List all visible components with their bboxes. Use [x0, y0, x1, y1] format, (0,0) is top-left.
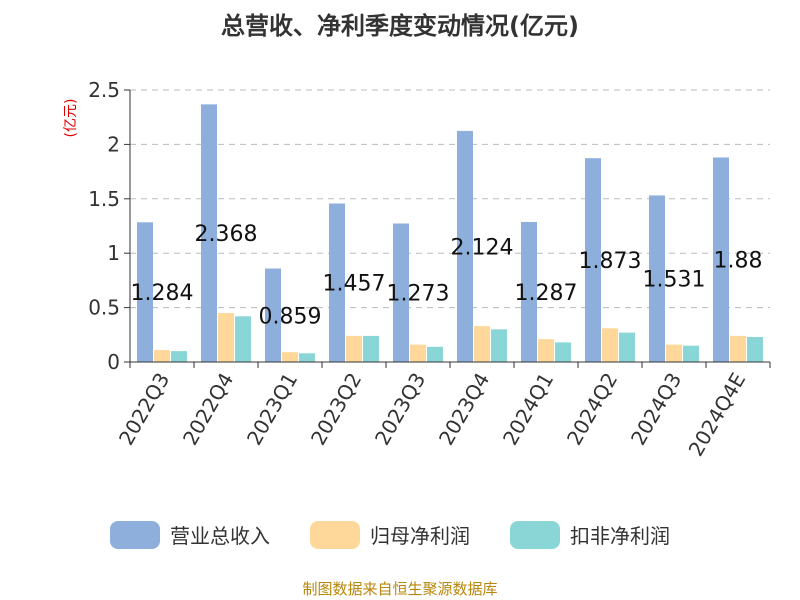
bar-series0-2024Q3: [649, 195, 665, 362]
legend-label-0: 营业总收入: [170, 524, 270, 548]
bar-series1-2023Q1: [282, 352, 298, 362]
bar-series1-2023Q4: [474, 326, 490, 362]
bars: [137, 104, 763, 362]
data-label-2024Q3: 1.531: [643, 268, 706, 293]
bar-series0-2023Q2: [329, 203, 345, 362]
legend-swatch-0: [110, 521, 160, 549]
y-tick-label-3: 1.5: [88, 187, 120, 211]
bar-series2-2023Q3: [427, 346, 443, 362]
legend-item-1: 归母净利润: [310, 521, 470, 549]
bar-series1-2024Q3: [666, 344, 682, 362]
bar-series0-2023Q3: [393, 223, 409, 362]
bar-series2-2023Q1: [299, 353, 315, 362]
bar-series0-2022Q4: [201, 104, 217, 362]
bar-series1-2023Q3: [410, 344, 426, 362]
bar-series2-2022Q4: [235, 316, 251, 362]
x-tick-label-2022Q4: 2022Q4: [178, 369, 238, 450]
x-tick-label-2022Q3: 2022Q3: [114, 369, 174, 450]
bar-series0-2023Q4: [457, 130, 473, 362]
legend: 营业总收入 归母净利润 扣非净利润: [110, 521, 670, 549]
x-tick-label-2023Q4: 2023Q4: [434, 369, 494, 450]
bar-series0-2022Q3: [137, 222, 153, 362]
y-tick-label-0: 0: [107, 350, 120, 374]
legend-item-2: 扣非净利润: [510, 521, 670, 549]
x-tick-label-2023Q3: 2023Q3: [370, 369, 430, 450]
bar-series2-2024Q3: [683, 345, 699, 362]
y-tick-label-2: 1: [107, 241, 120, 265]
data-label-2024Q4E: 1.88: [714, 249, 763, 274]
data-label-2023Q3: 1.273: [387, 282, 450, 307]
bar-series2-2024Q2: [619, 332, 635, 362]
data-label-2022Q3: 1.284: [131, 281, 194, 306]
bar-series1-2022Q3: [154, 350, 170, 362]
x-tick-label-2023Q2: 2023Q2: [306, 369, 366, 450]
bar-series1-2024Q2: [602, 328, 618, 362]
legend-swatch-1: [310, 521, 360, 549]
y-axis-unit-label: (亿元): [63, 99, 79, 138]
y-tick-label-5: 2.5: [88, 78, 120, 102]
bar-series2-2023Q2: [363, 335, 379, 362]
x-tick-label-2024Q4E: 2024Q4E: [684, 369, 751, 461]
legend-item-0: 营业总收入: [110, 521, 270, 549]
x-tick-label-2024Q3: 2024Q3: [626, 369, 686, 450]
bar-series0-2024Q2: [585, 158, 601, 362]
data-label-2024Q1: 1.287: [515, 281, 578, 306]
x-tick-label-2024Q1: 2024Q1: [498, 369, 558, 450]
bar-series1-2022Q4: [218, 313, 234, 362]
y-tick-label-4: 2: [107, 132, 120, 156]
x-tick-label-2023Q1: 2023Q1: [242, 369, 302, 450]
y-tick-label-1: 0.5: [88, 296, 120, 320]
bar-series0-2023Q1: [265, 268, 281, 362]
legend-label-1: 归母净利润: [370, 524, 470, 548]
data-source-note: 制图数据来自恒生聚源数据库: [302, 580, 497, 598]
bar-series1-2024Q4E: [730, 335, 746, 362]
bar-series0-2024Q1: [521, 221, 537, 362]
data-label-2023Q4: 2.124: [451, 235, 514, 260]
bar-series0-2024Q4E: [713, 157, 729, 362]
bar-series2-2024Q4E: [747, 336, 763, 362]
bar-series2-2022Q3: [171, 351, 187, 362]
bar-series2-2024Q1: [555, 342, 571, 362]
bar-series1-2023Q2: [346, 335, 362, 362]
data-label-2023Q1: 0.859: [259, 304, 322, 329]
bar-series1-2024Q1: [538, 339, 554, 362]
data-label-2024Q2: 1.873: [579, 249, 642, 274]
legend-swatch-2: [510, 521, 560, 549]
data-label-2023Q2: 1.457: [323, 272, 386, 297]
chart-title: 总营收、净利季度变动情况(亿元): [221, 12, 579, 40]
data-label-2022Q4: 2.368: [195, 222, 258, 247]
bar-series2-2023Q4: [491, 329, 507, 362]
legend-label-2: 扣非净利润: [570, 524, 670, 548]
x-tick-label-2024Q2: 2024Q2: [562, 369, 622, 450]
